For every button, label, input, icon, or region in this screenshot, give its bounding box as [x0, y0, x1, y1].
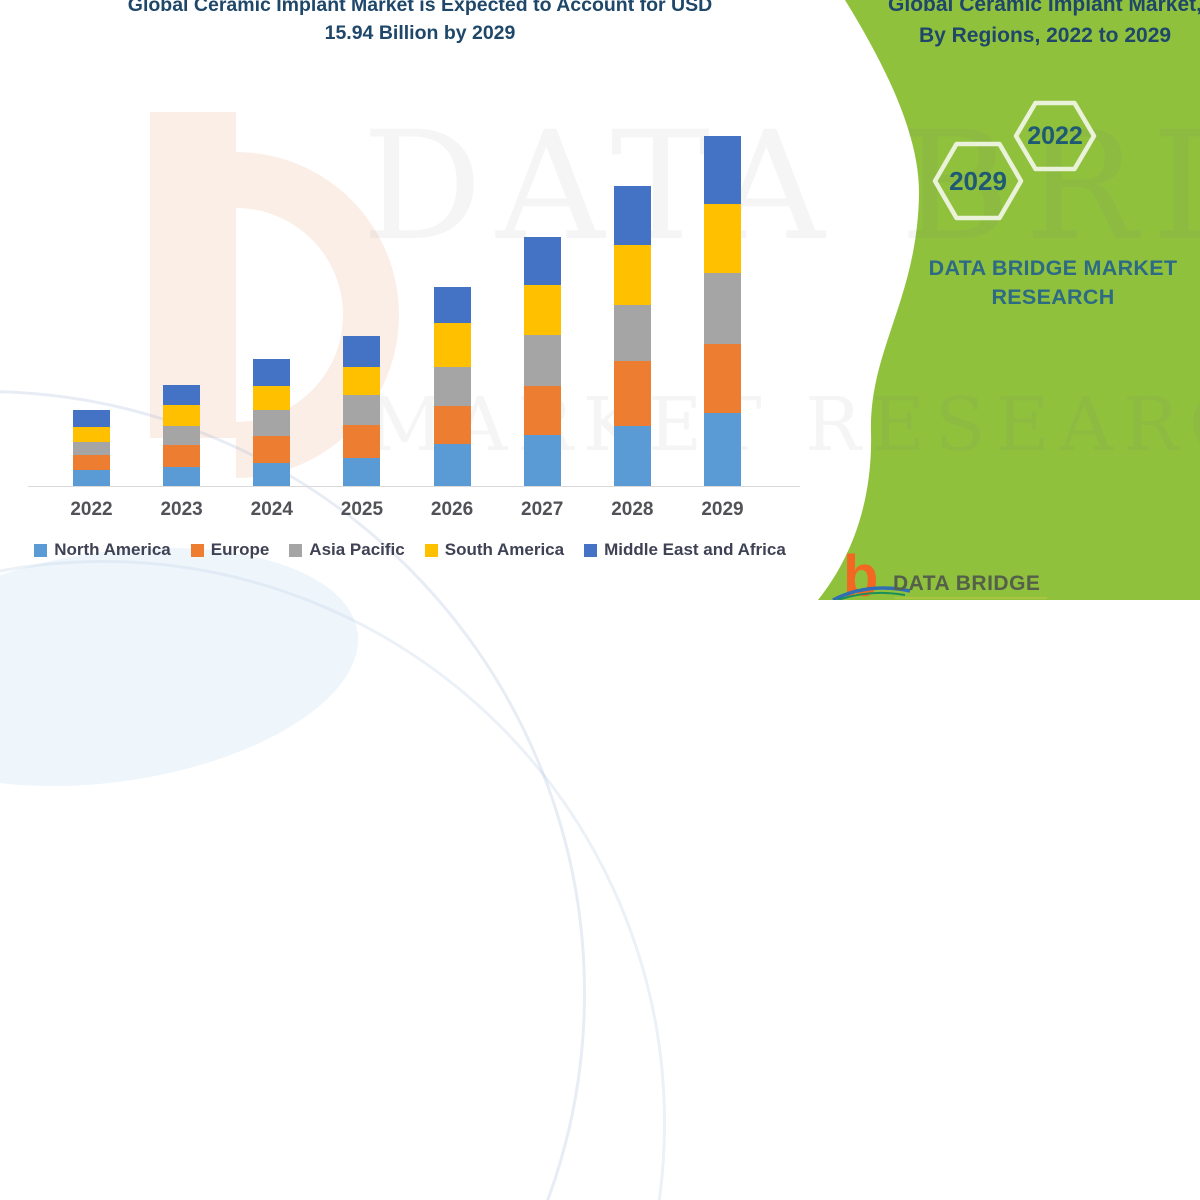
- bar-segment-south-america: [73, 426, 110, 442]
- legend-label: Asia Pacific: [309, 540, 405, 559]
- bar-segment-europe: [73, 455, 110, 470]
- chart-title-line1: Global Ceramic Implant Market is Expecte…: [127, 0, 713, 16]
- bar-segment-north-america: [703, 413, 741, 486]
- legend-swatch-icon: [289, 543, 303, 557]
- legend-item-middle-east-and-africa: Middle East and Africa: [584, 540, 786, 560]
- footer-logo: b DATA BRIDGE: [832, 548, 1047, 606]
- bar-segment-north-america: [253, 463, 291, 486]
- brand-name-line1: DATA BRIDGE MARKET: [928, 256, 1178, 280]
- category-label-2026: 2026: [430, 499, 474, 520]
- category-label-2027: 2027: [521, 499, 564, 520]
- bar-segment-middle-east-and-africa: [433, 286, 471, 324]
- bar-segment-europe: [253, 435, 291, 464]
- bar-segment-asia-pacific: [73, 441, 110, 456]
- panel-title-line1: Global Ceramic Implant Market,: [888, 0, 1200, 16]
- bar-segment-middle-east-and-africa: [343, 335, 381, 367]
- brand-name-line2: RESEARCH: [991, 285, 1115, 309]
- chart-title: Global Ceramic Implant Market is Expecte…: [35, 0, 805, 47]
- watermark-text-top: DATA BRIDGE: [362, 100, 1200, 274]
- bar-segment-south-america: [343, 366, 381, 395]
- watermark-text-mid: MARKET RESEARCH: [368, 382, 1200, 468]
- bar-segment-europe: [163, 444, 201, 467]
- hexagon-2029-icon: [932, 141, 1024, 221]
- hexagon-year-2022: 2022: [1027, 122, 1083, 150]
- bar-segment-middle-east-and-africa: [703, 135, 741, 204]
- bar-segment-south-america: [523, 285, 561, 336]
- bar-segment-asia-pacific: [703, 273, 741, 345]
- category-label-2023: 2023: [160, 499, 203, 520]
- bar-segment-asia-pacific: [343, 394, 381, 425]
- bar-segment-asia-pacific: [433, 366, 471, 406]
- green-panel-shape: [818, 0, 1200, 600]
- bar-segment-south-america: [433, 323, 471, 367]
- stacked-bar-chart: Global Ceramic Implant Market is Expecte…: [28, 0, 805, 520]
- legend-item-south-america: South America: [424, 540, 565, 560]
- chart-title-line2: 15.94 Billion by 2029: [324, 22, 516, 44]
- legend-item-europe: Europe: [190, 540, 270, 560]
- category-label-2028: 2028: [611, 499, 654, 520]
- bar-segment-europe: [433, 405, 471, 445]
- footer-brand-underline: [895, 597, 1047, 599]
- bar-segment-europe: [523, 386, 561, 436]
- hexagon-year-2029: 2029: [949, 166, 1007, 196]
- category-label-2022: 2022: [70, 499, 113, 520]
- panel-title: Global Ceramic Implant Market, By Region…: [880, 0, 1200, 51]
- hexagons-graphic: [932, 100, 1097, 221]
- legend-label: South America: [444, 540, 565, 559]
- bar-segment-asia-pacific: [523, 335, 561, 387]
- brand-name: DATA BRIDGE MARKET RESEARCH: [903, 254, 1200, 312]
- legend-swatch-icon: [584, 543, 598, 557]
- category-label-2024: 2024: [250, 499, 293, 520]
- bar-segment-middle-east-and-africa: [613, 186, 651, 246]
- bar-segment-south-america: [253, 385, 291, 410]
- category-label-2025: 2025: [340, 499, 384, 520]
- bar-segment-middle-east-and-africa: [73, 410, 110, 427]
- bar-segment-north-america: [163, 466, 201, 486]
- footer-brand-text: DATA BRIDGE: [893, 572, 1041, 595]
- bar-segment-north-america: [613, 426, 651, 486]
- bar-segment-europe: [703, 344, 741, 414]
- legend-label: Middle East and Africa: [604, 540, 786, 559]
- legend-swatch-icon: [424, 543, 438, 557]
- legend-item-asia-pacific: Asia Pacific: [289, 540, 405, 560]
- legend-swatch-icon: [34, 543, 48, 557]
- bar-segment-europe: [343, 424, 381, 458]
- bar-segment-asia-pacific: [613, 305, 651, 362]
- x-axis-line: [28, 486, 800, 487]
- legend-swatch-icon: [190, 543, 204, 557]
- bar-segment-asia-pacific: [253, 409, 291, 436]
- legend-label: Europe: [210, 540, 270, 559]
- legend-label: North America: [54, 540, 171, 559]
- bar-segment-north-america: [523, 435, 561, 486]
- logo-swoosh-icon: [832, 586, 911, 600]
- bar-segment-south-america: [163, 405, 201, 426]
- category-label-2029: 2029: [701, 499, 744, 520]
- bar-segment-south-america: [613, 245, 651, 306]
- bar-segment-north-america: [343, 457, 381, 486]
- bar-segment-north-america: [433, 444, 471, 486]
- bar-segment-north-america: [73, 469, 110, 486]
- hexagon-2022-icon: [1013, 100, 1097, 172]
- bar-segment-europe: [613, 361, 651, 427]
- bar-segment-asia-pacific: [163, 425, 201, 445]
- side-panel: Global Ceramic Implant Market, By Region…: [880, 0, 1200, 312]
- legend: North America Europe Asia Pacific South Ame…: [30, 540, 790, 560]
- legend-item-north-america: North America: [34, 540, 171, 560]
- bar-segment-middle-east-and-africa: [163, 384, 201, 406]
- panel-title-line2: By Regions, 2022 to 2029: [918, 24, 1172, 47]
- bar-segment-south-america: [703, 203, 741, 274]
- bar-segment-middle-east-and-africa: [523, 236, 561, 286]
- bar-segment-middle-east-and-africa: [253, 358, 291, 386]
